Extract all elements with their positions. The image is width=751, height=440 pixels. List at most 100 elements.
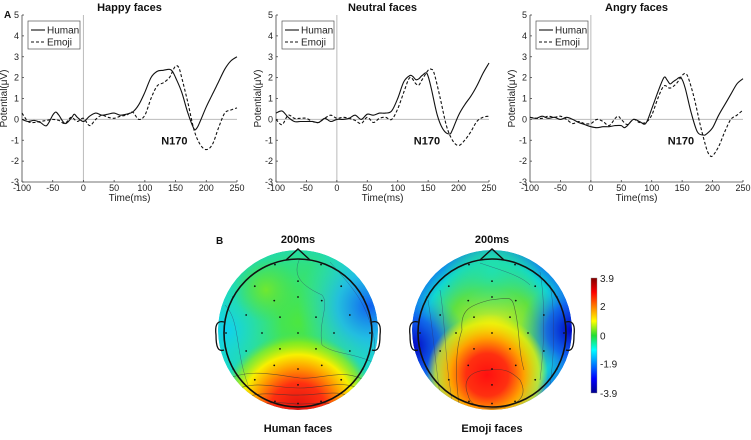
y-tick-label: 3 <box>268 52 273 62</box>
electrode-dot <box>491 402 493 405</box>
x-axis-label: Time(ms) <box>109 193 151 204</box>
electrode-dot <box>491 383 493 386</box>
x-tick-label: -100 <box>521 183 539 193</box>
y-tick-label: -2 <box>265 156 273 166</box>
y-axis-label: Potential(μV) <box>253 69 264 127</box>
series-line-emoji <box>275 68 490 147</box>
electrode-dot <box>473 316 475 319</box>
x-tick-label: 250 <box>481 183 496 193</box>
panel-a-label: A <box>4 10 11 21</box>
electrode-dot <box>447 378 450 381</box>
electrode-dot <box>315 316 317 319</box>
n170-annotation: N170 <box>668 135 694 147</box>
electrode-dot <box>273 364 276 367</box>
legend-label-emoji: Emoji <box>555 38 580 49</box>
electrode-dot <box>297 402 299 405</box>
x-tick-label: -50 <box>46 183 59 193</box>
y-axis-label: Potential(μV) <box>507 69 518 127</box>
topomap-emoji-caption: Emoji faces <box>461 423 522 435</box>
electrode-dot <box>534 285 537 288</box>
x-tick-label: 200 <box>705 183 720 193</box>
n170-annotation: N170 <box>161 135 187 147</box>
electrode-dot <box>245 350 248 352</box>
electrode-dot <box>340 378 343 381</box>
colorbar-gradient <box>590 277 598 394</box>
x-tick-label: -50 <box>554 183 567 193</box>
n170-annotation: N170 <box>414 135 440 147</box>
electrode-dot <box>348 350 351 352</box>
erp-chart-1: Happy faces -3 -2 -1 0 1 2 3 4 5 -100 -50 0 50 100 150 2… <box>0 2 245 204</box>
series-line-emoji <box>21 65 238 151</box>
y-tick-label: 2 <box>522 73 527 83</box>
topomap-emoji-time-label: 200ms <box>475 234 509 246</box>
electrode-dot <box>514 364 517 367</box>
y-tick-label: 1 <box>522 94 527 104</box>
right-ear-icon-emoji <box>565 321 575 352</box>
x-tick-label: 0 <box>588 183 593 193</box>
y-tick-label: 1 <box>268 94 273 104</box>
electrode-dot <box>491 332 493 334</box>
electrode-dot <box>467 299 470 302</box>
legend-label-emoji: Emoji <box>47 38 72 49</box>
electrode-dot <box>297 332 299 334</box>
y-tick-label: 4 <box>14 31 19 41</box>
y-axis-label: Potential(μV) <box>0 69 10 127</box>
x-tick-label: 250 <box>735 183 750 193</box>
x-tick-label: 200 <box>451 183 466 193</box>
electrode-dot <box>509 347 511 350</box>
left-ear-icon-emoji <box>409 321 419 352</box>
colorbar-tick-label: -1.9 <box>600 360 618 371</box>
electrode-dot <box>467 364 470 367</box>
erp-chart-2: Neutral faces -3 -2 -1 0 1 2 3 4 5 -100 -50 0 50 100 15… <box>253 2 497 204</box>
x-axis-label: Time(ms) <box>616 193 658 204</box>
electrode-dot <box>491 280 493 283</box>
electrode-dot <box>253 285 256 288</box>
x-tick-label: 250 <box>229 183 244 193</box>
legend-box <box>27 20 81 50</box>
y-tick-label: -1 <box>519 135 527 145</box>
electrode-dot <box>297 383 299 386</box>
y-tick-label: -2 <box>11 156 19 166</box>
electrode-dot <box>514 263 516 266</box>
y-tick-label: -2 <box>519 156 527 166</box>
erp-chart-3: Angry faces -3 -2 -1 0 1 2 3 4 5 -100 -50 0 50 100 150 2… <box>507 2 751 204</box>
electrode-dot <box>455 332 457 334</box>
electrode-dot <box>439 350 442 352</box>
electrode-dot <box>273 299 276 302</box>
x-tick-label: -100 <box>13 183 31 193</box>
electrode-dot <box>245 314 248 316</box>
legend-box <box>535 20 589 50</box>
y-tick-label: 4 <box>522 31 527 41</box>
y-tick-label: -3 <box>265 177 273 187</box>
legend-label-human: Human <box>47 26 79 37</box>
y-tick-label: 0 <box>522 114 527 124</box>
electrode-dot <box>253 378 256 381</box>
x-tick-label: 150 <box>168 183 183 193</box>
topomap-human-surface <box>218 250 378 410</box>
electrode-dot <box>491 296 493 298</box>
chart-title: Angry faces <box>605 2 668 14</box>
topomap-emoji: 200ms Emoji faces <box>409 234 575 435</box>
electrode-dot <box>542 350 545 352</box>
x-tick-label: 150 <box>421 183 436 193</box>
nose-icon-emoji <box>479 248 505 261</box>
electrode-dot <box>419 332 421 334</box>
electrode-dot <box>514 400 516 403</box>
x-tick-label: -100 <box>267 183 285 193</box>
electrode-dot <box>261 332 263 334</box>
electrode-dot <box>473 347 475 350</box>
left-ear-icon-human <box>215 321 225 352</box>
chart-title: Happy faces <box>97 2 162 14</box>
y-tick-label: 1 <box>14 94 19 104</box>
series-line-human <box>529 76 744 136</box>
electrode-dot <box>279 347 281 350</box>
electrode-dot <box>491 368 493 370</box>
electrode-dot <box>225 332 227 334</box>
right-ear-icon-human <box>371 321 381 352</box>
electrode-dot <box>527 332 529 334</box>
x-tick-label: 50 <box>109 183 119 193</box>
x-tick-label: 50 <box>362 183 372 193</box>
